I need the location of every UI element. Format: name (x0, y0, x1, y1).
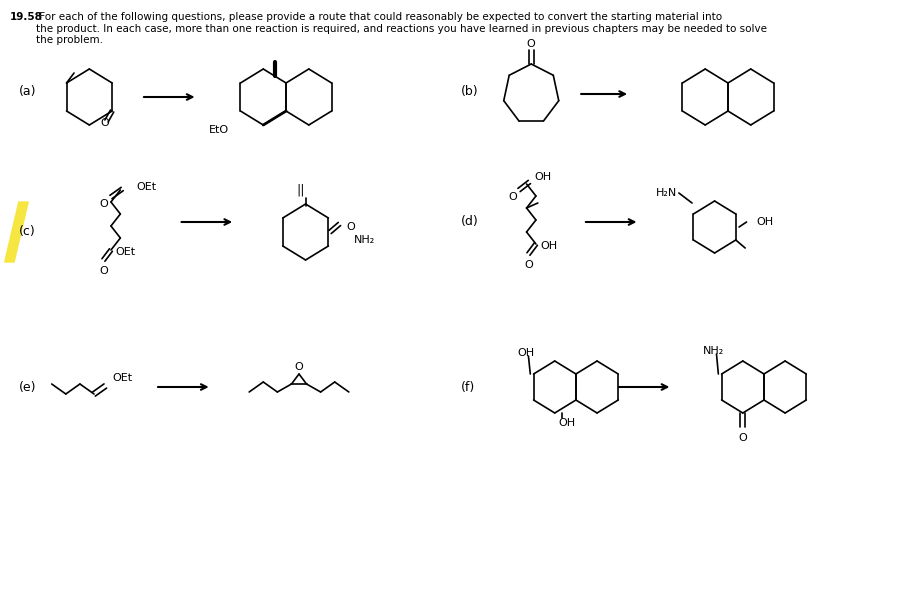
Text: (d): (d) (461, 216, 478, 229)
Text: OEt: OEt (137, 182, 157, 192)
Text: OH: OH (558, 418, 576, 428)
Text: OEt: OEt (113, 373, 133, 383)
Text: (f): (f) (461, 380, 475, 394)
Text: O: O (739, 433, 747, 443)
Text: (b): (b) (461, 85, 478, 99)
Text: ||: || (297, 184, 305, 196)
Text: OH: OH (756, 217, 773, 227)
Text: NH₂: NH₂ (353, 235, 374, 245)
Text: O: O (346, 222, 355, 232)
Text: O: O (508, 192, 517, 202)
Polygon shape (5, 202, 28, 262)
Text: (a): (a) (19, 85, 36, 99)
Text: O: O (527, 39, 536, 49)
Text: EtO: EtO (210, 125, 230, 135)
Text: (c): (c) (19, 226, 36, 238)
Text: O: O (100, 118, 109, 128)
Text: H₂N: H₂N (656, 188, 677, 198)
Text: O: O (99, 266, 107, 276)
Text: 19.58: 19.58 (9, 12, 42, 22)
Text: OH: OH (517, 348, 534, 358)
Text: O: O (524, 260, 533, 270)
Text: (e): (e) (19, 380, 36, 394)
Text: OH: OH (540, 241, 558, 251)
Text: OH: OH (534, 172, 551, 182)
Text: For each of the following questions, please provide a route that could reasonabl: For each of the following questions, ple… (36, 12, 767, 45)
Text: O: O (294, 362, 303, 372)
Text: OEt: OEt (116, 247, 136, 257)
Text: NH₂: NH₂ (703, 346, 724, 356)
Text: O: O (99, 199, 107, 209)
